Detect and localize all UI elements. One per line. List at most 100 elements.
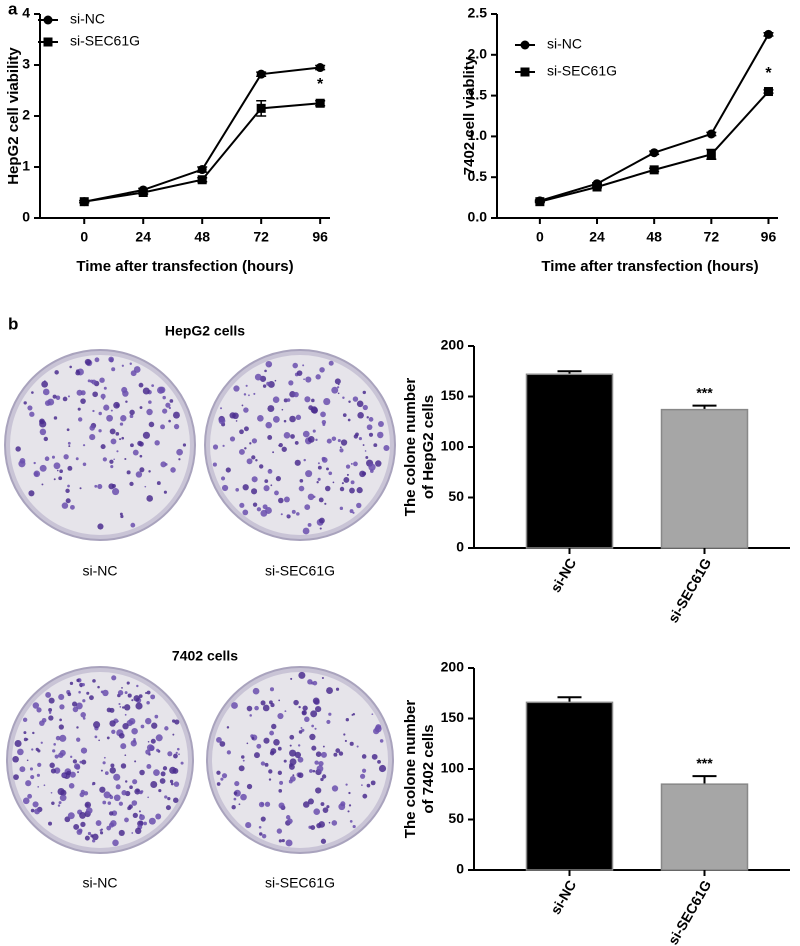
colony xyxy=(154,714,159,719)
marker xyxy=(79,197,89,207)
colony xyxy=(43,436,49,442)
colony xyxy=(337,439,341,443)
colony xyxy=(234,781,240,787)
colony xyxy=(261,833,267,839)
x-tick-label: 72 xyxy=(704,229,720,245)
colony xyxy=(216,736,222,743)
x-axis-title: Time after transfection (hours) xyxy=(541,258,758,275)
colony xyxy=(345,718,349,722)
colony xyxy=(121,790,127,796)
colony xyxy=(33,461,36,465)
colony xyxy=(174,719,180,725)
y-tick-label: 4 xyxy=(22,5,30,21)
bar xyxy=(525,701,614,871)
annotation: *** xyxy=(696,755,713,771)
colony xyxy=(246,742,249,745)
colony xyxy=(83,791,89,796)
colony xyxy=(246,458,253,465)
colony xyxy=(258,825,262,829)
colony xyxy=(111,729,116,734)
colony xyxy=(143,821,147,826)
colony xyxy=(344,739,347,743)
y-axis-title-line: of 7402 cells xyxy=(420,724,437,813)
colony xyxy=(26,759,29,762)
colony xyxy=(134,827,142,835)
colony xyxy=(67,465,73,471)
colony xyxy=(240,793,247,801)
colony xyxy=(377,759,381,764)
colony xyxy=(178,458,181,461)
colony xyxy=(312,680,318,686)
colony xyxy=(151,722,158,729)
x-tick-label: 72 xyxy=(253,229,269,245)
colony xyxy=(112,488,120,496)
colony xyxy=(371,713,374,716)
colony xyxy=(76,829,83,835)
colony xyxy=(61,502,69,509)
colony xyxy=(315,374,321,380)
colony xyxy=(307,493,315,501)
colony xyxy=(292,774,295,777)
colony xyxy=(113,401,120,409)
colony xyxy=(92,679,96,683)
colony xyxy=(357,411,364,419)
colony xyxy=(345,783,348,786)
colony xyxy=(109,428,116,435)
colony xyxy=(218,417,226,425)
y-tick-label: 1.0 xyxy=(468,127,488,143)
colony xyxy=(95,820,102,826)
colony xyxy=(347,810,350,813)
colony xyxy=(267,468,273,474)
colony xyxy=(364,450,367,452)
colony xyxy=(335,687,340,691)
colony xyxy=(139,814,145,821)
colony xyxy=(375,460,382,467)
colony xyxy=(281,408,284,411)
colony xyxy=(72,701,78,707)
marker xyxy=(315,63,325,73)
colony xyxy=(32,801,39,808)
colony xyxy=(168,419,171,423)
colony xyxy=(86,691,90,695)
colony xyxy=(235,487,240,492)
colony xyxy=(173,753,178,759)
colony xyxy=(275,476,281,482)
colony xyxy=(365,456,369,459)
colony xyxy=(242,759,245,762)
colony xyxy=(343,733,346,736)
colony xyxy=(370,780,376,786)
colony xyxy=(36,707,42,713)
colony xyxy=(125,400,128,403)
marker xyxy=(43,15,53,25)
colony xyxy=(359,773,366,779)
colony xyxy=(48,715,54,721)
colony xyxy=(254,705,259,711)
colony xyxy=(323,397,331,406)
colony xyxy=(294,751,302,759)
annotation: *** xyxy=(696,384,713,400)
colony xyxy=(34,808,41,815)
panel-label: a xyxy=(8,0,18,18)
colony xyxy=(173,423,180,430)
colony xyxy=(356,487,363,494)
colony xyxy=(76,389,83,396)
colony xyxy=(111,483,116,489)
colony xyxy=(266,381,271,386)
colony xyxy=(48,711,52,714)
colony xyxy=(106,414,113,422)
colony xyxy=(53,462,61,470)
colony xyxy=(253,392,256,395)
bar xyxy=(660,783,749,871)
colony xyxy=(293,699,299,706)
colony xyxy=(108,822,115,828)
colony xyxy=(89,433,96,441)
colony xyxy=(67,441,71,445)
colony xyxy=(241,755,245,759)
colony xyxy=(129,481,134,487)
colony xyxy=(63,454,69,460)
colony xyxy=(92,839,96,843)
colony xyxy=(142,431,151,439)
colony xyxy=(251,488,258,495)
dish-label: si-SEC61G xyxy=(265,875,335,891)
colony xyxy=(349,509,354,514)
